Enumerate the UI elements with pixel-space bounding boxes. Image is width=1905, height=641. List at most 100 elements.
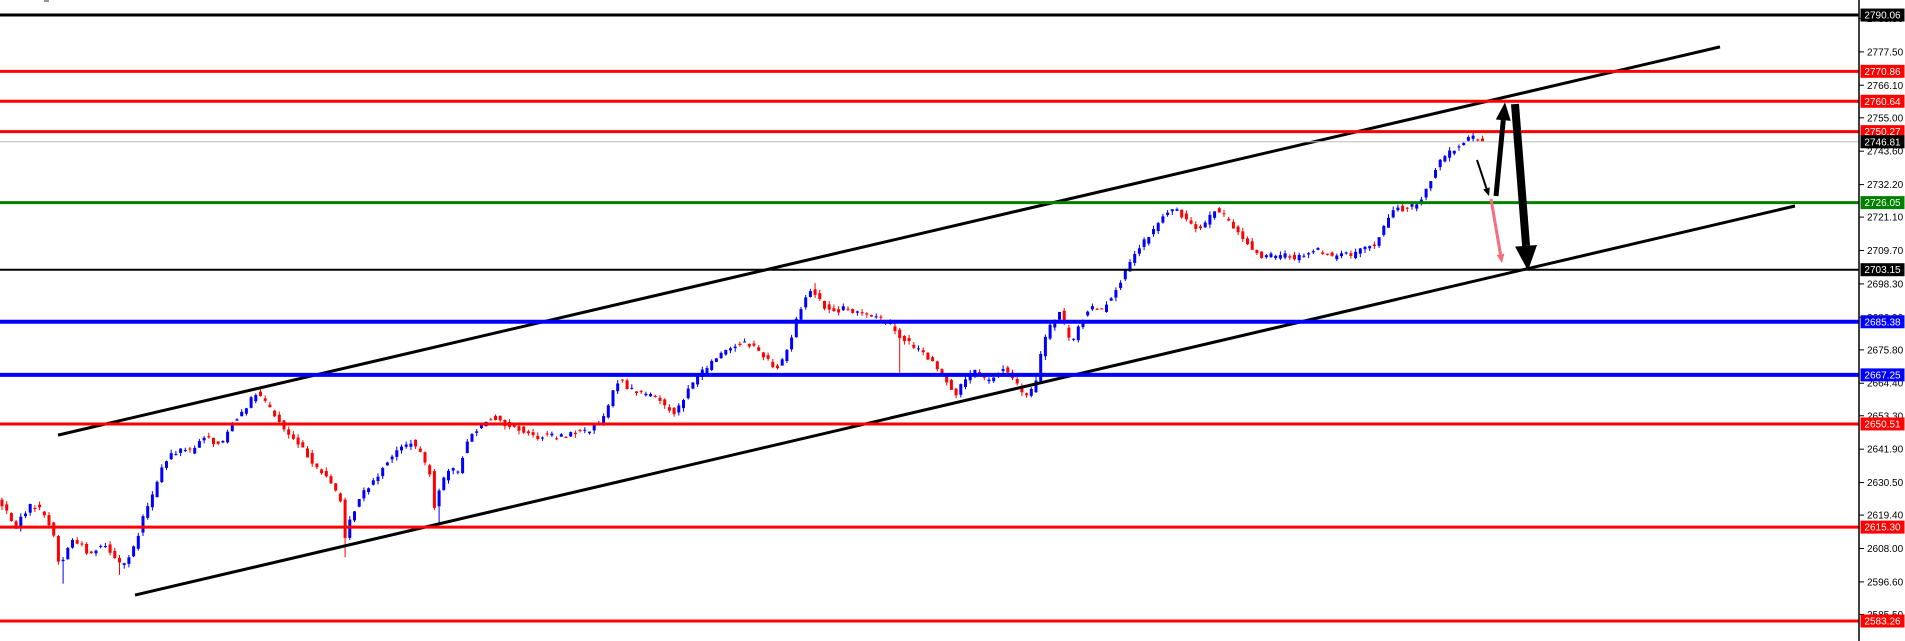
candle-body <box>1227 218 1231 221</box>
candle-body <box>719 352 723 359</box>
candle-bull <box>790 334 794 352</box>
candle-body <box>1344 252 1348 254</box>
continuation-pink-arrow[interactable] <box>1489 198 1505 264</box>
candle-bear <box>118 554 121 575</box>
candle-body <box>1391 210 1395 218</box>
candle-body <box>1438 159 1442 168</box>
candle-bull <box>367 487 371 495</box>
candle-body <box>207 436 211 438</box>
candle-bull <box>183 447 187 453</box>
candle-body <box>757 347 761 351</box>
candle-body <box>254 395 258 402</box>
candle-bull <box>1170 209 1174 216</box>
candle-body <box>785 349 789 361</box>
candle-body <box>1213 211 1217 218</box>
candle-bull <box>127 555 131 568</box>
candle-bear <box>89 550 93 554</box>
candle-bull <box>1471 131 1475 142</box>
price-axis-tick-label: 2630.50 <box>1867 478 1904 489</box>
candle-body <box>1283 253 1287 258</box>
candle-bear <box>1401 203 1405 212</box>
candle-bull <box>1438 158 1442 171</box>
price-badge-label: 2770.86 <box>1864 67 1901 78</box>
candle-body <box>921 350 925 353</box>
price-level-badge-2703.15: 2703.15 <box>1860 263 1905 277</box>
candle-body <box>1180 209 1184 218</box>
candle-bear <box>865 312 869 318</box>
candle-body <box>141 516 145 533</box>
candle-body <box>1072 338 1076 340</box>
candle-bear <box>1293 251 1296 261</box>
candle-body <box>61 559 65 562</box>
candle-bull <box>1297 252 1301 263</box>
candle-bear <box>498 415 502 423</box>
candle-body <box>414 439 418 447</box>
price-badge-label: 2760.64 <box>1864 97 1901 108</box>
candle-body <box>512 425 516 427</box>
upper-channel-trendline[interactable] <box>57 45 1721 437</box>
candle-bear <box>259 389 262 397</box>
candle-body <box>193 447 197 454</box>
candle-body <box>216 441 220 444</box>
candle-body <box>1105 304 1108 312</box>
price-badge-label: 2726.05 <box>1864 198 1901 209</box>
lower-channel-trendline[interactable] <box>134 204 1796 597</box>
candle-body <box>1363 246 1367 250</box>
price-axis[interactable]: 2788.902777.502766.102755.002743.602732.… <box>1858 0 1905 641</box>
candle-body <box>1476 139 1480 141</box>
bounce-up-thick-arrow[interactable] <box>1493 102 1511 197</box>
candle-bear <box>921 347 925 356</box>
candle-body <box>1142 239 1146 247</box>
candle-bull <box>1457 144 1461 151</box>
candle-bull <box>644 391 648 397</box>
price-level-badge-2770.86: 2770.86 <box>1860 64 1905 78</box>
candle-bull <box>197 438 201 448</box>
price-badge-label: 2583.26 <box>1864 616 1901 627</box>
candle-bear <box>846 306 850 312</box>
candle-body <box>583 429 587 431</box>
candle-bear <box>334 482 338 492</box>
price-axis-tick-label: 2675.80 <box>1867 345 1904 356</box>
candle-bull <box>1377 237 1381 248</box>
candle-body <box>691 382 695 389</box>
pullback-thin-arrow[interactable] <box>1476 159 1490 197</box>
candle-body <box>1029 388 1033 396</box>
candle-body <box>635 391 638 394</box>
candle-bear <box>52 521 56 538</box>
candle-bull <box>1147 236 1151 246</box>
candle-body <box>1457 146 1461 148</box>
candle-body <box>616 383 620 392</box>
candle-bull <box>409 439 413 451</box>
candle-bull <box>254 393 258 404</box>
candle-bear <box>287 426 291 439</box>
candle-bull <box>395 446 399 461</box>
candle-bull <box>1311 249 1315 255</box>
candle-body <box>780 359 784 366</box>
price-axis-tick-label: 2755.00 <box>1867 113 1904 124</box>
candle-body <box>1466 137 1470 141</box>
candle-body <box>113 550 117 559</box>
candle-bull <box>226 429 230 444</box>
candle-bull <box>1391 206 1395 219</box>
candle-body <box>385 462 389 466</box>
candle-body <box>38 504 42 508</box>
breakdown-thick-arrow[interactable] <box>1511 103 1538 271</box>
candle-body <box>1194 224 1198 229</box>
candle-bull <box>719 351 723 359</box>
candle-bear <box>277 411 281 425</box>
candle-bear <box>771 358 775 369</box>
candle-body <box>743 341 747 343</box>
candle-body <box>371 480 375 485</box>
candle-bear <box>1321 250 1325 255</box>
candle-body <box>860 312 864 314</box>
candle-bear <box>1020 383 1024 397</box>
candle-body <box>268 404 272 408</box>
price-badge-label: 2746.81 <box>1864 137 1901 148</box>
candle-body <box>1067 327 1071 338</box>
candle-bear <box>1227 216 1231 222</box>
cropped-toolbar-fragment <box>44 0 49 2</box>
candle-body <box>912 344 916 348</box>
candle-bull <box>1076 324 1080 343</box>
